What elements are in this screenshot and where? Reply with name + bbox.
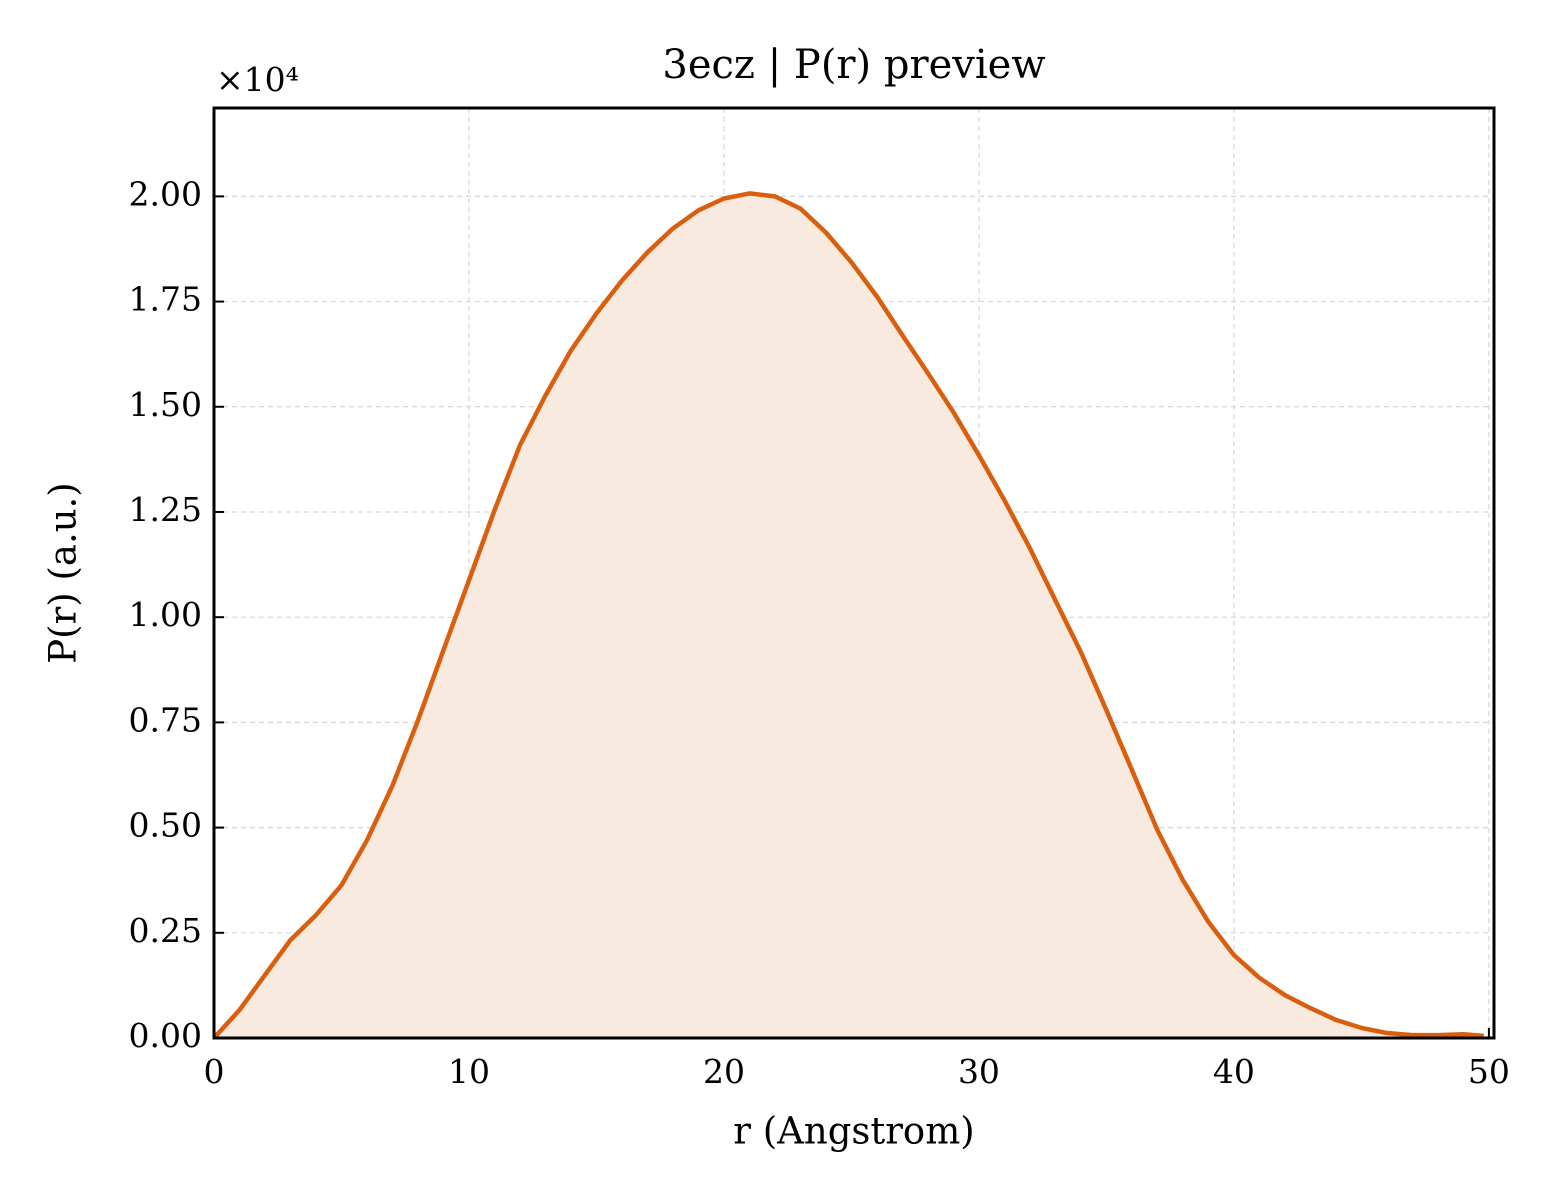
x-axis-label: r (Angstrom) — [733, 1110, 974, 1153]
x-tick-label: 20 — [703, 1052, 745, 1091]
y-tick-label: 2.00 — [129, 174, 202, 213]
y-tick-label: 0.75 — [129, 700, 202, 739]
chart-title: 3ecz | P(r) preview — [662, 42, 1045, 88]
line — [212, 191, 1484, 1040]
x-tick-label: 40 — [1213, 1052, 1255, 1091]
plot-frame — [212, 106, 1496, 1040]
area — [214, 193, 1484, 1038]
y-tick-label: 0.00 — [129, 1016, 202, 1055]
x-tick-label: 50 — [1468, 1052, 1510, 1091]
y-tick-label: 0.25 — [129, 911, 202, 950]
y-offset-label: ×10⁴ — [216, 60, 299, 99]
y-tick-label: 1.50 — [129, 385, 202, 424]
y-tick-label: 1.75 — [129, 280, 202, 319]
x-tick-label: 30 — [958, 1052, 1000, 1091]
y-axis-label: P(r) (a.u.) — [42, 482, 85, 664]
x-tick-label: 10 — [448, 1052, 490, 1091]
y-tick-label: 1.00 — [129, 595, 202, 634]
x-tick-label: 0 — [204, 1052, 225, 1091]
y-tick-label: 0.50 — [129, 806, 202, 845]
y-tick-label: 1.25 — [129, 490, 202, 529]
